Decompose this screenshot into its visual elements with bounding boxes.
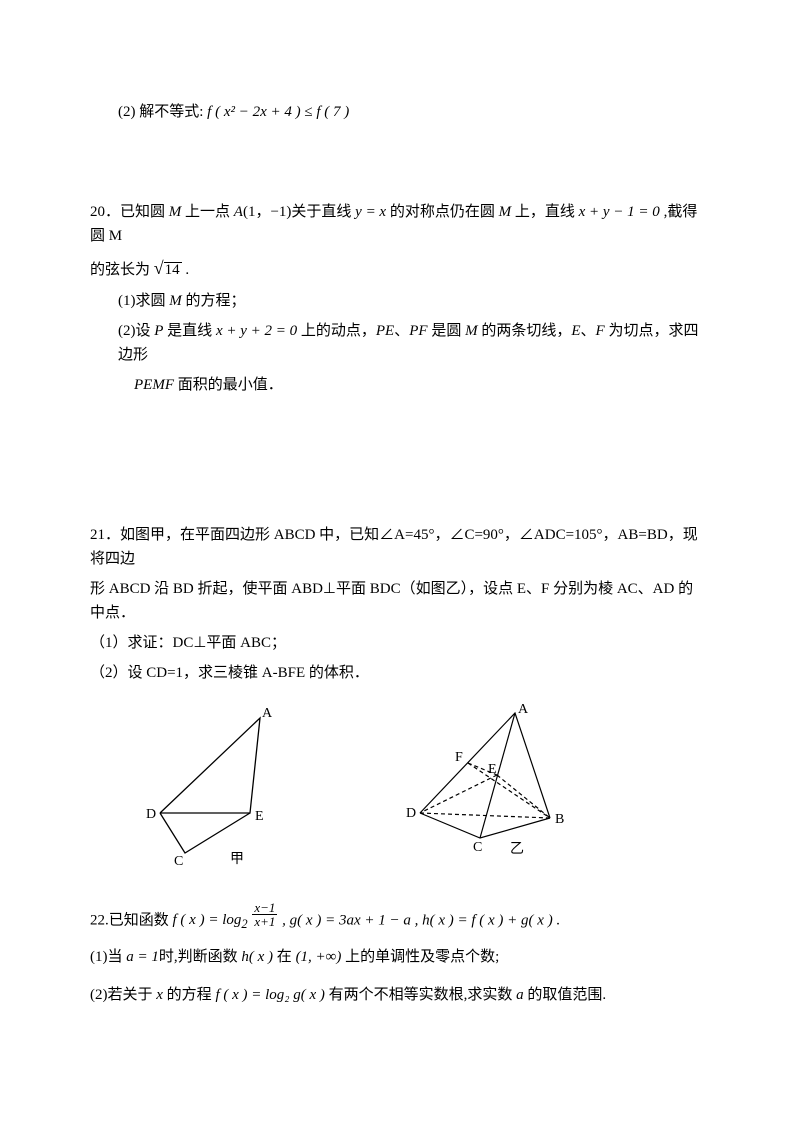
q21-stem-line1: 21．如图甲，在平面四边形 ABCD 中，已知∠A=45°，∠C=90°，∠AD… xyxy=(90,523,704,571)
hx: h( x ) xyxy=(241,949,273,965)
stem-tail: , g( x ) = 3ax + 1 − a , h( x ) = f ( x … xyxy=(282,912,560,928)
q20-stem-line1: 20．已知圆 M 上一点 A(1，−1)关于直线 y = x 的对称点仍在圆 M… xyxy=(90,200,704,248)
text: 在 xyxy=(273,949,296,965)
var-F: F xyxy=(596,323,605,339)
text: 的方程 xyxy=(163,987,216,1003)
eq-yx: y = x xyxy=(355,204,386,220)
var-M: M xyxy=(465,323,478,339)
text: (1，−1)关于直线 xyxy=(243,204,355,220)
text: 的取值范围. xyxy=(524,987,607,1003)
text: (2)若关于 xyxy=(90,987,156,1003)
var-PEMF: PEMF xyxy=(134,377,174,393)
var-PE: PE xyxy=(376,323,394,339)
spacer xyxy=(90,403,704,523)
sqrt-arg: 14 xyxy=(164,262,182,278)
q22-part1: (1)当 a = 1时,判断函数 h( x ) 在 (1, +∞) 上的单调性及… xyxy=(90,945,704,969)
label-F: F xyxy=(455,750,463,765)
label-C: C xyxy=(174,854,183,869)
q20-part2-line2: PEMF 面积的最小值． xyxy=(90,373,704,397)
text: (2)设 xyxy=(118,323,154,339)
label-B: B xyxy=(555,812,564,827)
eq-p2: f ( x ) = log₂ g( x ) xyxy=(215,987,324,1003)
fx-expr: f ( x ) = log2 xyxy=(173,912,252,928)
eq-line1: x + y − 1 = 0 xyxy=(579,204,660,220)
q20-part2-line1: (2)设 P 是直线 x + y + 2 = 0 上的动点，PE、PF 是圆 M… xyxy=(90,319,704,367)
text: . xyxy=(185,262,189,278)
q21-figures: A D E C 甲 xyxy=(120,703,704,873)
var-A: A xyxy=(234,204,243,220)
text: 22.已知函数 xyxy=(90,912,173,928)
fraction-icon: x−1 x+1 xyxy=(252,901,277,929)
var-a: a xyxy=(516,987,524,1003)
label-D: D xyxy=(146,807,156,822)
label-A: A xyxy=(518,703,529,717)
var-M: M xyxy=(499,204,512,220)
text: 是圆 xyxy=(428,323,466,339)
q21-part1: （1）求证：DC⊥平面 ABC； xyxy=(90,631,704,655)
text: (1)当 xyxy=(90,949,126,965)
sqrt-14: √14 xyxy=(154,254,182,283)
text: 、 xyxy=(394,323,409,339)
text: 上的动点， xyxy=(297,323,376,339)
text: 的弦长为 xyxy=(90,262,150,278)
q21-figure-yi: A D B C F E 乙 xyxy=(390,703,600,873)
page-root: (2) 解不等式: f ( x² − 2x + 4 ) ≤ f ( 7 ) 20… xyxy=(0,0,794,1073)
eq-line2: x + y + 2 = 0 xyxy=(216,323,297,339)
text: 的两条切线， xyxy=(478,323,572,339)
q20-stem-line2: 的弦长为 √14 . xyxy=(90,254,704,283)
q19-part2: (2) 解不等式: f ( x² − 2x + 4 ) ≤ f ( 7 ) xyxy=(90,100,704,124)
label-C: C xyxy=(473,840,482,855)
q22-stem: 22.已知函数 f ( x ) = log2 x−1 x+1 , g( x ) … xyxy=(90,907,704,935)
sub2: 2 xyxy=(241,917,247,931)
caption-yi: 乙 xyxy=(510,841,524,857)
text: 面积的最小值． xyxy=(174,377,283,393)
frac-num: x−1 xyxy=(252,901,277,916)
text: 的对称点仍在圆 xyxy=(386,204,499,220)
fx: f ( x ) = log xyxy=(173,912,242,928)
var-M: M xyxy=(169,293,182,309)
q20-part1: (1)求圆 M 的方程； xyxy=(90,289,704,313)
text: 时,判断函数 xyxy=(159,949,242,965)
caption-jia: 甲 xyxy=(230,852,244,867)
spacer xyxy=(90,883,704,907)
q19-part2-prefix: (2) 解不等式: xyxy=(118,104,203,120)
label-E: E xyxy=(488,762,497,777)
text: 上一点 xyxy=(181,204,234,220)
text: 20．已知圆 xyxy=(90,204,169,220)
text: 、 xyxy=(581,323,596,339)
q22-part2: (2)若关于 x 的方程 f ( x ) = log₂ g( x ) 有两个不相… xyxy=(90,983,704,1007)
spacer xyxy=(90,130,704,200)
label-A: A xyxy=(262,706,273,721)
var-M: M xyxy=(169,204,182,220)
label-E: E xyxy=(255,809,264,824)
q21-figure-jia: A D E C 甲 xyxy=(120,703,310,873)
text: 上的单调性及零点个数; xyxy=(341,949,499,965)
text: 的方程； xyxy=(182,293,246,309)
var-E: E xyxy=(571,323,580,339)
text: 是直线 xyxy=(163,323,216,339)
q21-part2: （2）设 CD=1，求三棱锥 A-BFE 的体积． xyxy=(90,661,704,685)
q19-part2-math: f ( x² − 2x + 4 ) ≤ f ( 7 ) xyxy=(207,104,349,120)
text: (1)求圆 xyxy=(118,293,169,309)
frac-den: x+1 xyxy=(252,915,277,929)
text: 上，直线 xyxy=(511,204,579,220)
eq-a1: a = 1 xyxy=(126,949,159,965)
label-D: D xyxy=(406,806,416,821)
var-x: x xyxy=(156,987,163,1003)
interval: (1, +∞) xyxy=(296,949,342,965)
q21-stem-line2: 形 ABCD 沿 BD 折起，使平面 ABD⊥平面 BDC（如图乙），设点 E、… xyxy=(90,577,704,625)
var-PF: PF xyxy=(409,323,427,339)
text: 有两个不相等实数根,求实数 xyxy=(325,987,516,1003)
